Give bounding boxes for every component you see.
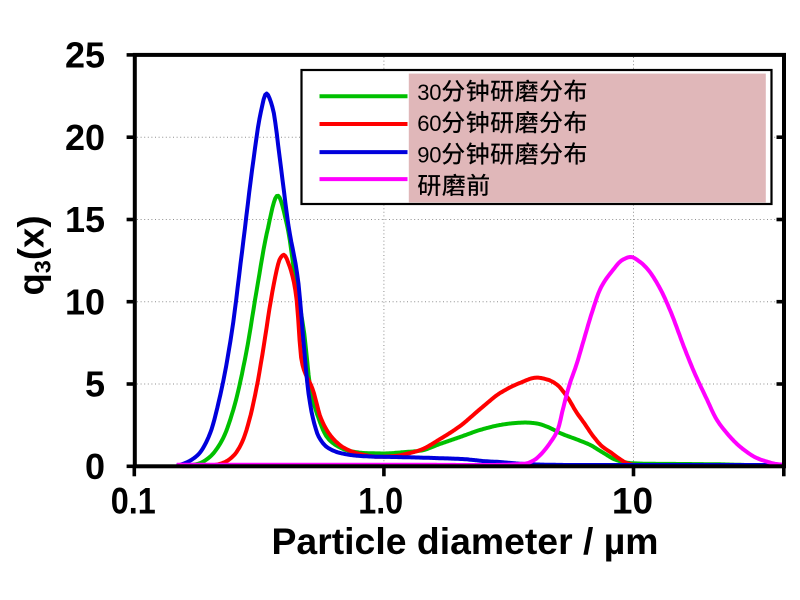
svg-text:10: 10: [612, 481, 653, 522]
svg-text:9: 9: [417, 143, 429, 168]
svg-text:1.0: 1.0: [358, 481, 403, 522]
svg-text:15: 15: [65, 199, 105, 240]
svg-text:10: 10: [65, 281, 105, 322]
svg-text:6: 6: [417, 111, 429, 136]
svg-text:q3(x): q3(x): [11, 216, 56, 296]
svg-text:0: 0: [429, 143, 441, 168]
svg-text:0: 0: [429, 80, 441, 105]
svg-text:20: 20: [65, 117, 105, 158]
svg-text:Particle diameter / µm: Particle diameter / µm: [272, 520, 659, 562]
svg-text:3: 3: [417, 80, 429, 105]
svg-text:5: 5: [85, 364, 105, 405]
svg-text:0: 0: [429, 111, 441, 136]
svg-text:25: 25: [65, 35, 105, 76]
svg-text:0: 0: [85, 446, 105, 487]
svg-text:0.1: 0.1: [111, 481, 156, 522]
